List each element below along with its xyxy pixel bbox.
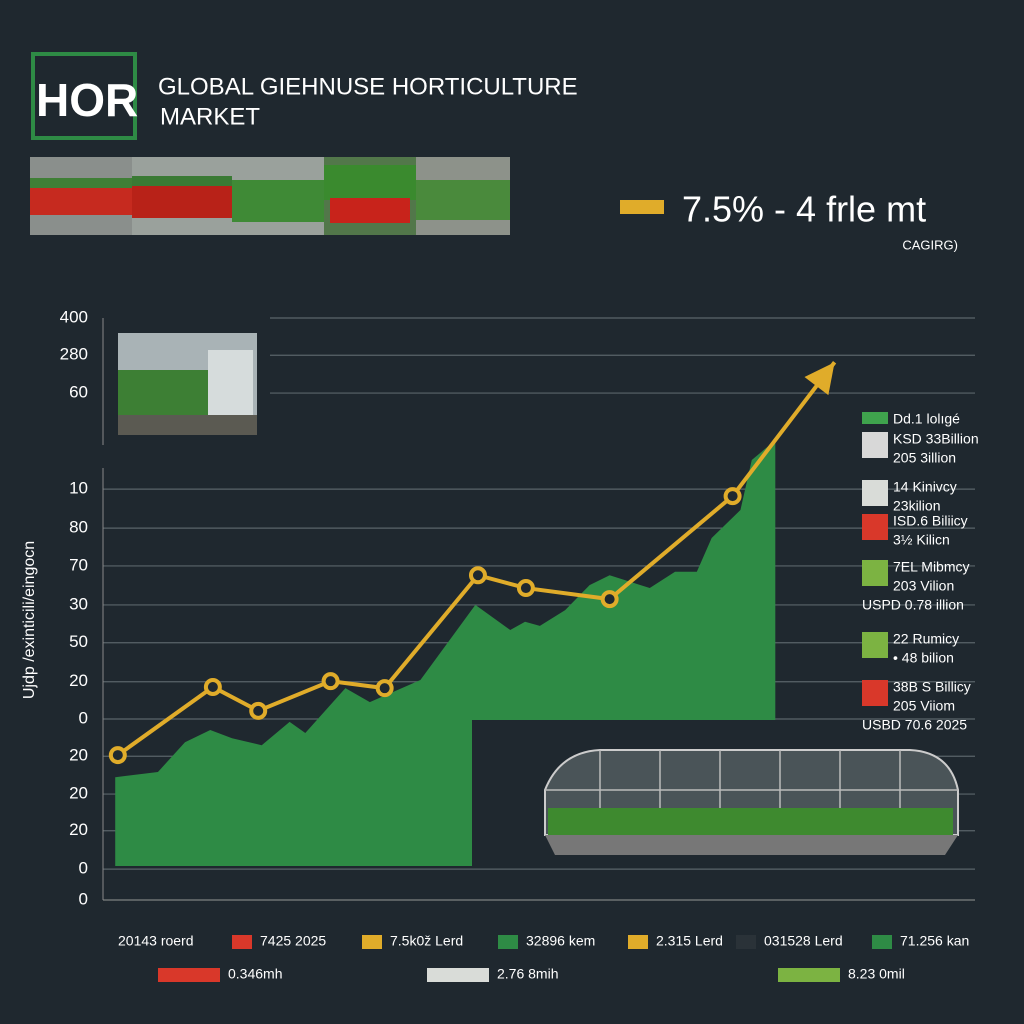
greenhouse [544,749,959,855]
highlight-note: CAGIRG) [902,237,958,252]
legend-text: 32896 kem [526,933,595,949]
legend-text: 2.315 Lerd [656,933,723,949]
legend-swatch [862,480,888,506]
y-tick-label: 20 [69,820,88,839]
legend-text: 7.5k0ž Lerd [390,933,463,949]
legend-swatch [862,680,888,706]
legend-text: 7EL Mibmcy [893,559,970,575]
y-tick-label: 280 [60,345,88,364]
point [203,677,222,696]
legend-swatch [862,560,888,586]
arrow-head [804,362,835,396]
legend-text: KSD 33Billion [893,431,979,447]
legend-swatch [362,935,382,949]
point [321,672,340,691]
legend-swatch [862,632,888,658]
line-layer [108,361,837,765]
legend-text: 8.23 0mil [848,966,905,982]
y-axis-label: Ujdp /exinticili/eingocn [21,541,38,699]
legend-text: USPD 0.78 illion [862,597,964,613]
logo: HOR [36,74,138,126]
legend-text: 031528 Lerd [764,933,843,949]
y-tick-label: 0 [79,889,88,908]
legend-text: 203 Vilion [893,578,954,594]
y-tick-label: 10 [69,479,88,498]
legend-text: USBD 70.6 2025 [862,717,967,733]
y-tick-label: 70 [69,555,88,574]
highlight-swatch [620,200,664,214]
legend-text: 205 3illion [893,450,956,466]
point [375,679,394,698]
legend-text: • 48 bilion [893,650,954,666]
legend-swatch [778,968,840,982]
y-tick-label: 0 [79,859,88,878]
logo-frame [31,52,137,140]
legend-text: 205 Viiom [893,698,955,714]
legend-text: 23kilion [893,498,940,514]
legend-text: 20143 roerd [118,933,194,949]
legend-text: 38B S Billicy [893,679,971,695]
y-tick-label: 50 [69,632,88,651]
legend-text: 7425 2025 [260,933,326,949]
legend-swatch [872,935,892,949]
title: GLOBAL GIEHNUSE HORTICULTURE [158,73,578,100]
legend-swatch [427,968,489,982]
y-tick-label: 400 [60,307,88,326]
legend-swatch [158,968,220,982]
title: MARKET [160,103,260,130]
photo-strip [30,157,510,235]
legend-text: 3½ Kilicn [893,532,950,548]
legends: Dd.1 lolıgé KSD 33Billion 205 3illion 14 Ki… [118,411,979,982]
point [516,579,535,598]
point [108,746,127,765]
legend-text: 22 Rumicy [893,631,959,647]
point [468,566,487,585]
point [723,487,742,506]
legend-swatch [736,935,756,949]
line [116,361,837,757]
y-tick-label: 20 [69,746,88,765]
legend-swatch [232,935,252,949]
y-tick-label: 60 [69,383,88,402]
y-tick-label: 80 [69,518,88,537]
legend-swatch [628,935,648,949]
legend-swatch [498,935,518,949]
legend-swatch [862,514,888,540]
legend-text: 0.346mh [228,966,282,982]
highlight-text: 7.5% - 4 frle mt [682,189,926,230]
legend-swatch [862,412,888,424]
y-tick-label: 20 [69,784,88,803]
legend-text: 14 Kinivcy [893,479,957,495]
legend-swatch [862,432,888,458]
y-tick-label: 0 [79,708,88,727]
photo-inset [118,333,257,435]
legend-text: ISD.6 Biliicy [893,513,968,529]
point [249,701,268,720]
legend-text: Dd.1 lolıgé [893,411,960,427]
y-tick-label: 20 [69,671,88,690]
legend-text: 2.76 8mih [497,966,558,982]
point [600,590,619,609]
legend-text: 71.256 kan [900,933,969,949]
y-tick-label: 30 [69,594,88,613]
